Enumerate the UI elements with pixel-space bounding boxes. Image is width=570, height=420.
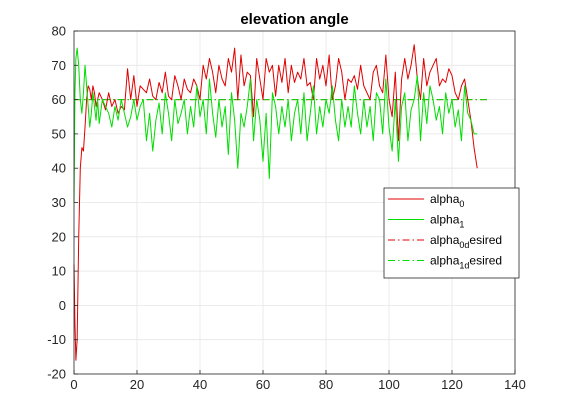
legend-label-subscript: 1d bbox=[459, 261, 469, 271]
legend-label: alpha1 bbox=[430, 213, 464, 230]
y-tick-label: 30 bbox=[52, 195, 66, 210]
axis-ticks: 0 20 40 60 80 100 120 140-20-100102030405060708… bbox=[47, 24, 526, 393]
y-tick-label: 50 bbox=[52, 126, 66, 141]
y-tick-label: 20 bbox=[52, 229, 66, 244]
y-tick-label: 40 bbox=[52, 161, 66, 176]
y-tick-label: -10 bbox=[47, 332, 66, 347]
legend-box bbox=[383, 187, 520, 279]
legend-label-base: alpha bbox=[430, 233, 460, 247]
x-tick-label: 20 bbox=[130, 377, 144, 392]
legend-label: alpha0 bbox=[430, 192, 464, 209]
x-tick-label: 100 bbox=[378, 377, 400, 392]
y-tick-label: 70 bbox=[52, 58, 66, 73]
legend-label-subscript: 0d bbox=[459, 240, 469, 250]
y-tick-label: 60 bbox=[52, 92, 66, 107]
y-tick-label: -20 bbox=[47, 367, 66, 382]
series-line-alpha_1 bbox=[73, 47, 478, 203]
legend-label-subscript: 1 bbox=[459, 220, 464, 230]
y-tick-label: 0 bbox=[59, 298, 66, 313]
x-tick-label: 0 bbox=[70, 377, 77, 392]
x-tick-label: 120 bbox=[441, 377, 463, 392]
legend-label-suffix: esired bbox=[469, 233, 502, 247]
legend-label-suffix: esired bbox=[469, 254, 502, 268]
legend-label-base: alpha bbox=[430, 213, 460, 227]
chart-title: elevation angle bbox=[240, 11, 348, 28]
x-tick-label: 60 bbox=[256, 377, 270, 392]
x-tick-label: 80 bbox=[319, 377, 333, 392]
legend-label-base: alpha bbox=[430, 192, 460, 206]
legend-label-subscript: 0 bbox=[459, 199, 464, 209]
series-lines bbox=[73, 44, 490, 361]
y-tick-label: 80 bbox=[52, 24, 66, 39]
legend-label: alpha1desired bbox=[430, 254, 502, 271]
x-tick-label: 40 bbox=[193, 377, 207, 392]
legend-label-base: alpha bbox=[430, 254, 460, 268]
x-tick-label: 140 bbox=[504, 377, 526, 392]
legend-label: alpha0desired bbox=[430, 233, 502, 250]
series-line-alpha_0 bbox=[73, 44, 478, 361]
y-tick-label: 10 bbox=[52, 264, 66, 279]
